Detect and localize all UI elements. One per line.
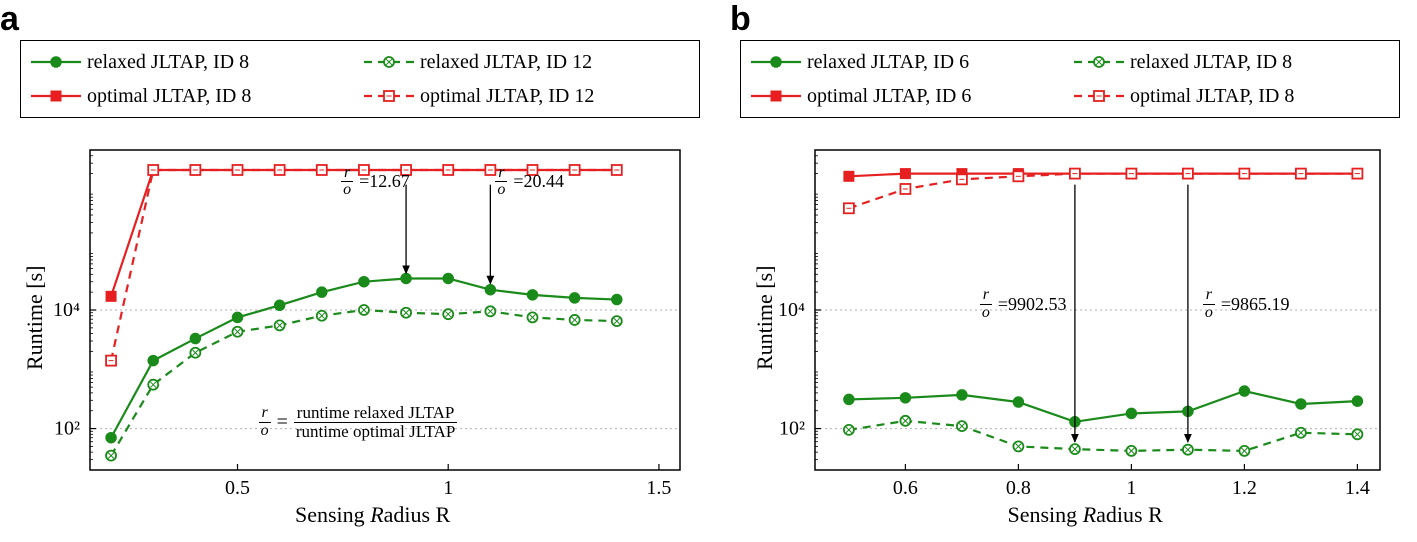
panel-b-ylabel: Runtime [s] (752, 266, 778, 371)
svg-text:1.2: 1.2 (1232, 477, 1257, 499)
svg-text:1: 1 (1126, 477, 1136, 499)
panel-b-xlabel: Sensing Radius R (1008, 502, 1163, 528)
svg-text:10²: 10² (54, 418, 80, 440)
svg-text:1: 1 (443, 477, 453, 499)
svg-text:0.6: 0.6 (893, 477, 918, 499)
svg-text:1.4: 1.4 (1345, 477, 1370, 499)
figure-container: a relaxed JLTAP, ID 8relaxed JLTAP, ID 1… (0, 0, 1417, 542)
panel-a-ylabel: Runtime [s] (22, 266, 48, 371)
svg-text:0.8: 0.8 (1006, 477, 1031, 499)
svg-text:10⁴: 10⁴ (778, 299, 805, 321)
svg-text:1.5: 1.5 (646, 477, 671, 499)
panel-b: b relaxed JLTAP, ID 6relaxed JLTAP, ID 8… (730, 0, 1417, 542)
svg-text:0.5: 0.5 (225, 477, 250, 499)
svg-text:10²: 10² (779, 418, 805, 440)
panel-a-chart: 10²10⁴0.511.5ro=12.67ro=20.44ro=runtime … (0, 0, 710, 530)
panel-a: a relaxed JLTAP, ID 8relaxed JLTAP, ID 1… (0, 0, 720, 542)
panel-b-chart: 10²10⁴0.60.811.21.4ro=9902.53ro=9865.19 (730, 0, 1410, 530)
svg-text:10⁴: 10⁴ (53, 299, 80, 321)
panel-a-xlabel: Sensing Radius R (295, 502, 450, 528)
